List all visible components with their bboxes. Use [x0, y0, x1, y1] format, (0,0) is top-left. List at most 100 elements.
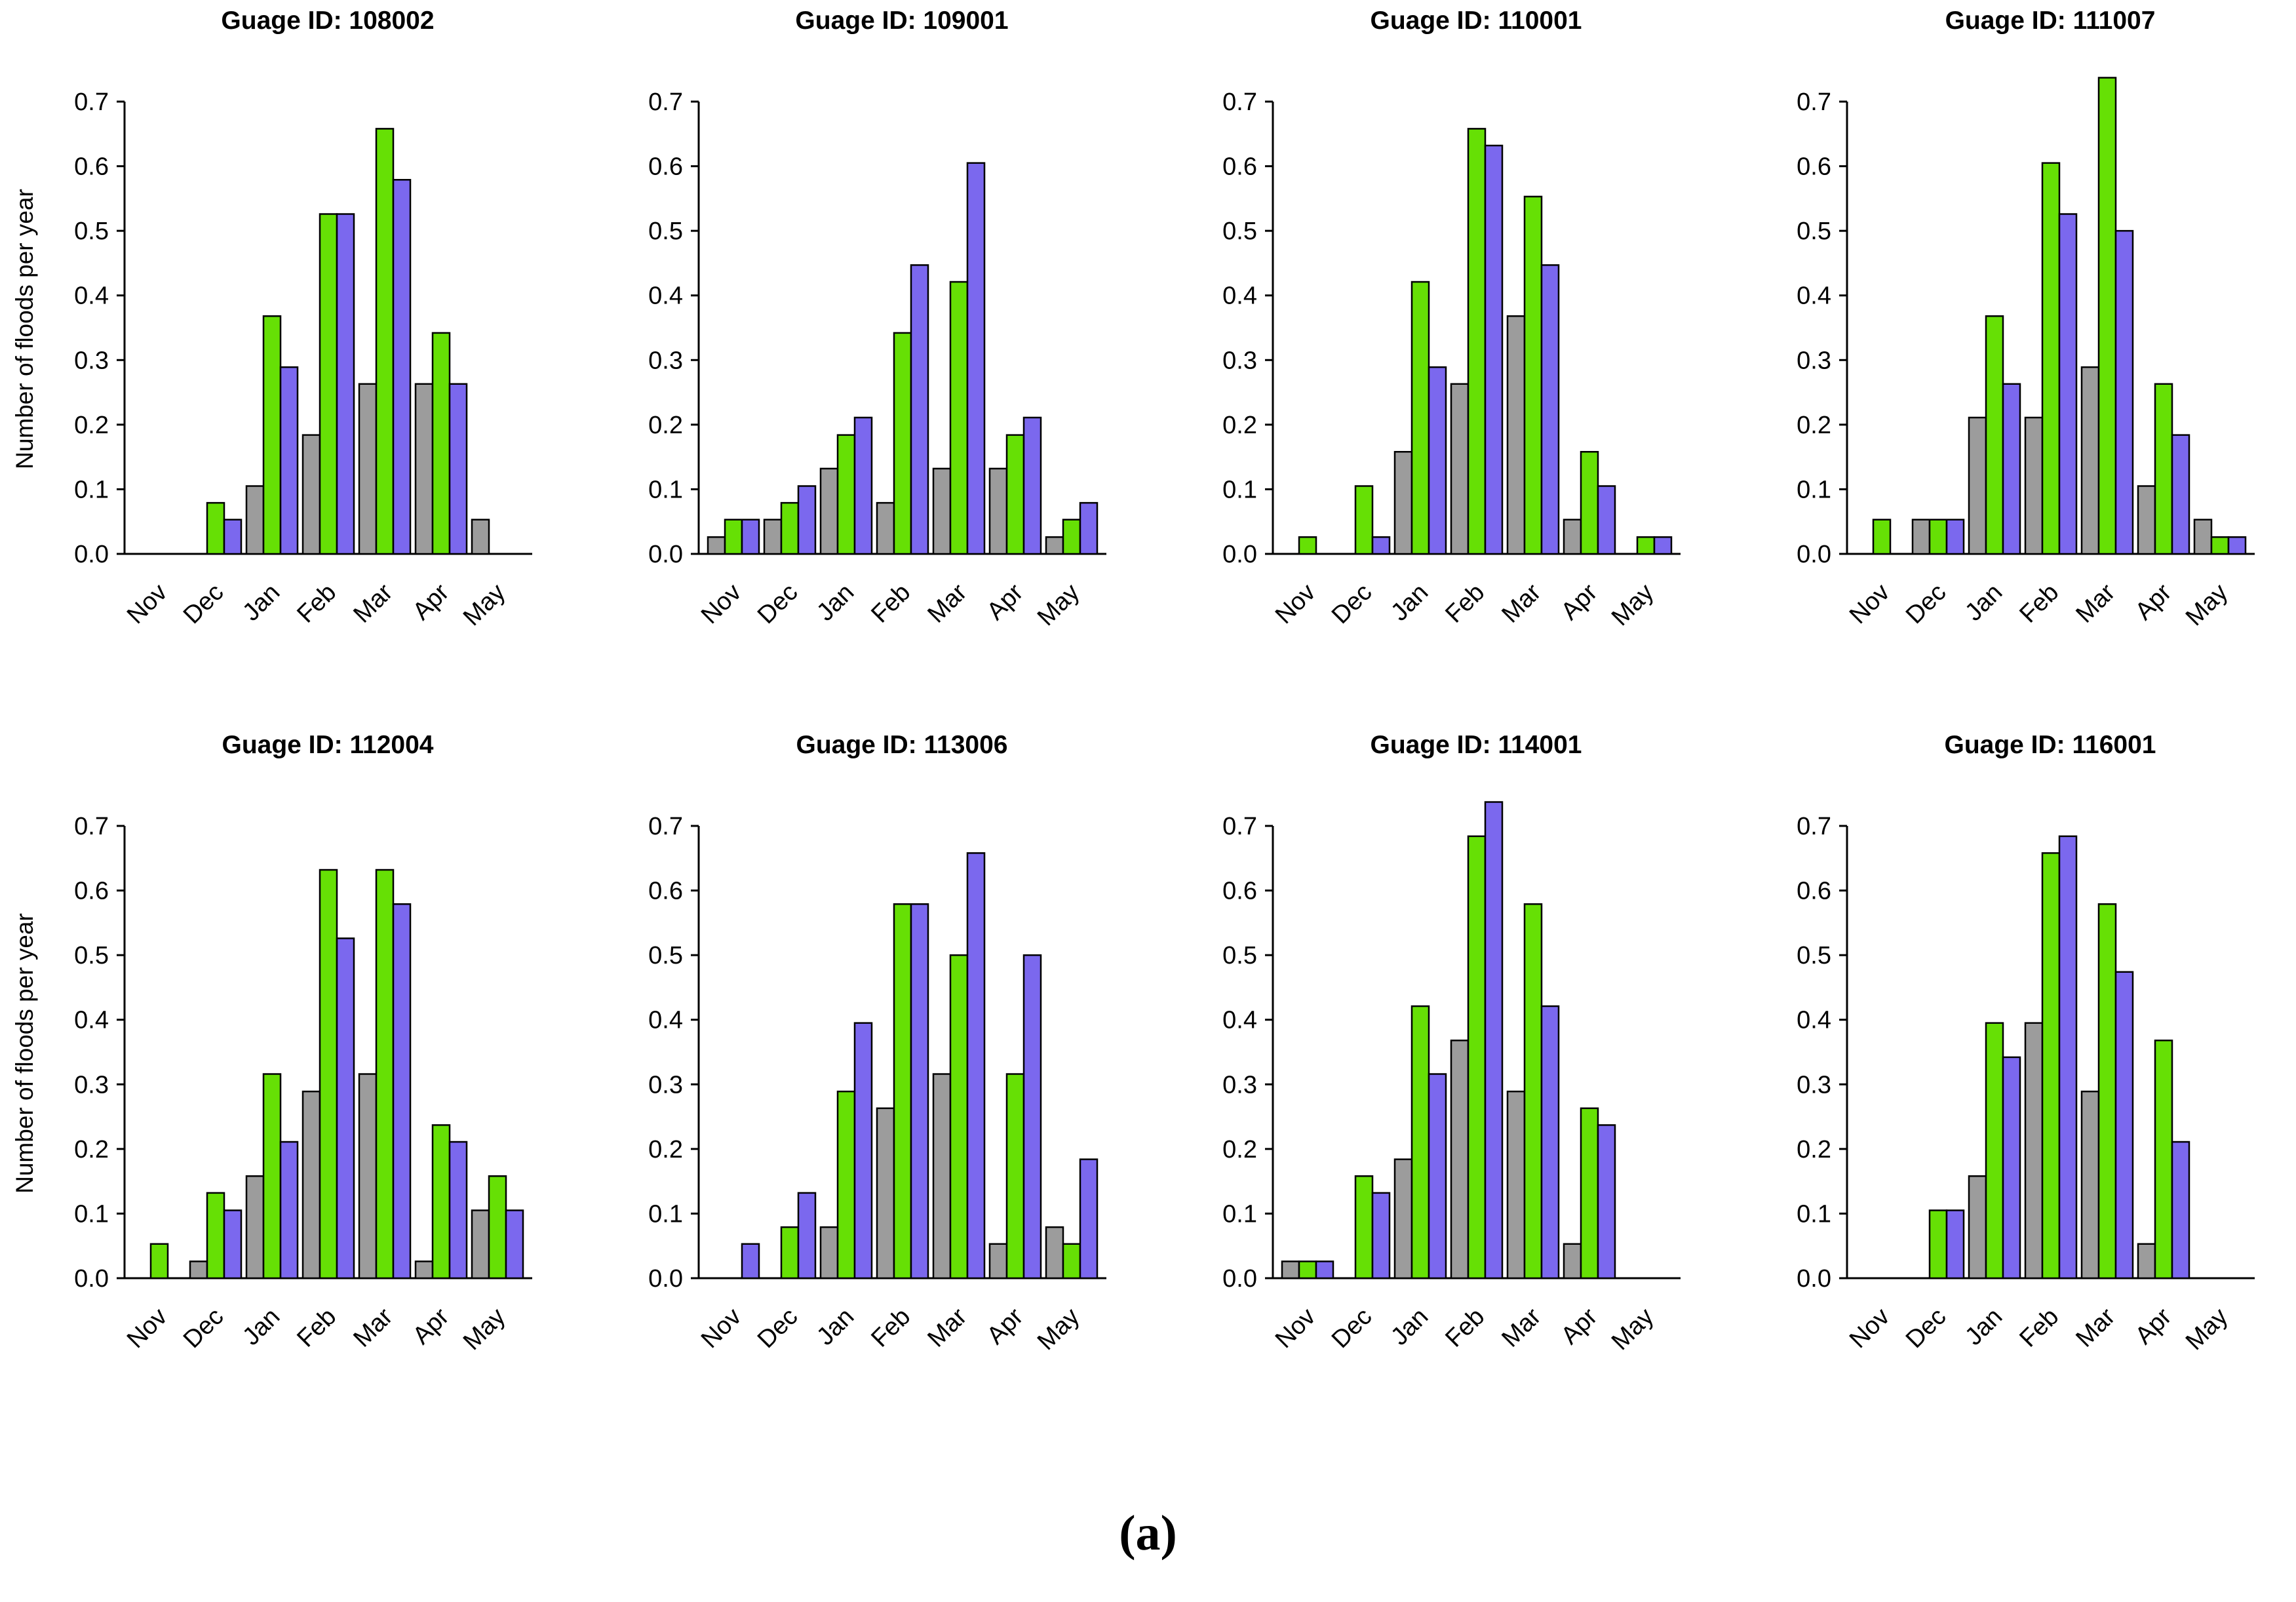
- bar-purple-Jan: [853, 1022, 873, 1280]
- bar-purple-Feb: [1484, 801, 1504, 1280]
- x-tick-label: Jan: [237, 579, 285, 627]
- bar-green-Apr: [1580, 451, 1599, 555]
- y-tick-label: 0.3: [648, 347, 683, 374]
- x-tick-label: Feb: [2014, 1303, 2064, 1353]
- y-tick-label: 0.5: [648, 942, 683, 969]
- x-tick-label: Jan: [1960, 579, 2008, 627]
- bar-gray-Mar: [358, 383, 378, 555]
- bar-green-Feb: [1467, 835, 1487, 1280]
- y-tick-label: 0.1: [74, 476, 109, 503]
- bar-gray-Jan: [245, 485, 265, 555]
- bar-green-Dec: [1928, 1209, 1948, 1280]
- y-tick-label: 0.7: [1222, 88, 1257, 116]
- x-tick-label: Nov: [696, 579, 747, 629]
- bar-green-Apr: [1005, 434, 1025, 555]
- bar-green-Feb: [2041, 852, 2061, 1280]
- bar-purple-May: [1079, 1158, 1099, 1280]
- chart-title: Guage ID: 112004: [222, 731, 434, 759]
- y-tick-label: 0.4: [648, 283, 683, 310]
- bar-green-Nov: [1298, 536, 1317, 555]
- bar-gray-Apr: [1563, 518, 1582, 555]
- bar-green-Jan: [836, 1090, 856, 1280]
- bar-green-Feb: [319, 213, 338, 555]
- x-tick-label: May: [1606, 579, 1659, 631]
- x-tick-label: May: [458, 1303, 511, 1356]
- y-tick-label: 0.2: [74, 1136, 109, 1163]
- bar-green-Nov: [1298, 1260, 1317, 1280]
- bar-gray-Dec: [1911, 518, 1931, 555]
- y-tick-label: 0.0: [74, 541, 109, 568]
- bar-green-Mar: [1523, 903, 1543, 1280]
- bar-green-Mar: [375, 869, 395, 1280]
- y-tick-label: 0.2: [74, 412, 109, 439]
- y-tick-label: 0.2: [1797, 412, 1831, 439]
- bar-purple-Dec: [1945, 1209, 1965, 1280]
- bar-purple-Mar: [392, 903, 412, 1280]
- x-tick-label: Dec: [1901, 1303, 1951, 1354]
- y-tick-label: 0.2: [1222, 1136, 1257, 1163]
- bar-purple-Jan: [2002, 1056, 2021, 1280]
- chart-title: Guage ID: 114001: [1370, 731, 1582, 759]
- x-tick-label: Feb: [2014, 579, 2064, 629]
- y-tick-label: 0.7: [1797, 88, 1831, 116]
- x-tick-label: Feb: [292, 579, 341, 629]
- plot-area: 0.0 0.1 0.2 0.3 0.4 0.5 0.6 0.7 Nov Dec Jan Feb Mar A…: [74, 813, 532, 1356]
- x-tick-label: Apr: [1556, 1302, 1603, 1350]
- y-tick-label: 0.5: [648, 218, 683, 245]
- x-tick-label: Apr: [982, 578, 1029, 625]
- y-tick-label: 0.6: [1222, 878, 1257, 905]
- x-tick-label: Jan: [811, 1303, 859, 1351]
- x-tick-label: Apr: [2130, 578, 2177, 625]
- bar-purple-Mar: [392, 179, 412, 555]
- bar-green-Nov: [1872, 518, 1892, 555]
- bar-green-Mar: [2097, 77, 2117, 555]
- x-tick-label: Nov: [122, 1303, 172, 1354]
- bar-gray-Feb: [2024, 1022, 2044, 1280]
- y-tick-label: 0.3: [1222, 1071, 1257, 1099]
- y-tick-label: 0.7: [1222, 813, 1257, 840]
- y-tick-label: 0.4: [1222, 283, 1257, 310]
- bar-purple-Feb: [336, 213, 355, 555]
- y-tick-label: 0.7: [74, 88, 109, 116]
- y-tick-label: 0.0: [1797, 1265, 1831, 1293]
- bar-green-Dec: [1928, 518, 1948, 555]
- bar-green-Jan: [1985, 315, 2004, 555]
- bar-purple-Dec: [223, 518, 243, 555]
- bar-gray-Feb: [302, 434, 321, 555]
- bar-purple-Feb: [2058, 213, 2078, 555]
- bar-gray-Apr: [414, 1260, 434, 1280]
- bar-gray-Jan: [819, 1226, 839, 1280]
- x-tick-label: Apr: [982, 1302, 1029, 1350]
- x-tick-label: Mar: [2071, 1302, 2120, 1352]
- y-tick-label: 0.4: [1222, 1007, 1257, 1034]
- y-tick-label: 0.6: [1222, 153, 1257, 181]
- y-tick-label: 0.4: [648, 1007, 683, 1034]
- bar-gray-Apr: [414, 383, 434, 555]
- bar-gray-Feb: [876, 501, 895, 555]
- y-tick-label: 0.3: [1797, 347, 1831, 374]
- bar-gray-Apr: [2137, 1243, 2156, 1280]
- bar-gray-Mar: [1506, 315, 1526, 555]
- bar-purple-Jan: [1428, 1073, 1447, 1280]
- bar-green-Jan: [1411, 1005, 1430, 1280]
- bar-gray-May: [471, 1209, 490, 1280]
- y-tick-label: 0.4: [74, 283, 109, 310]
- x-tick-label: Mar: [348, 578, 398, 628]
- bar-gray-Jan: [819, 467, 839, 555]
- bar-gray-Apr: [1563, 1243, 1582, 1280]
- x-tick-label: Dec: [1327, 579, 1377, 629]
- x-tick-label: Nov: [1844, 1303, 1895, 1354]
- bar-green-Feb: [2041, 162, 2061, 555]
- y-tick-label: 0.4: [1797, 1007, 1831, 1034]
- y-tick-label: 0.7: [648, 813, 683, 840]
- bar-green-May: [1062, 1243, 1081, 1280]
- bar-gray-Dec: [189, 1260, 208, 1280]
- bar-gray-May: [1045, 536, 1064, 555]
- x-tick-label: Mar: [1496, 578, 1546, 628]
- y-tick-label: 0.1: [648, 476, 683, 503]
- bar-purple-Apr: [1597, 485, 1616, 555]
- bar-green-Nov: [149, 1243, 169, 1280]
- chart-title: Guage ID: 113006: [796, 731, 1008, 759]
- bar-purple-Mar: [1540, 1005, 1560, 1280]
- bar-green-Mar: [1523, 195, 1543, 555]
